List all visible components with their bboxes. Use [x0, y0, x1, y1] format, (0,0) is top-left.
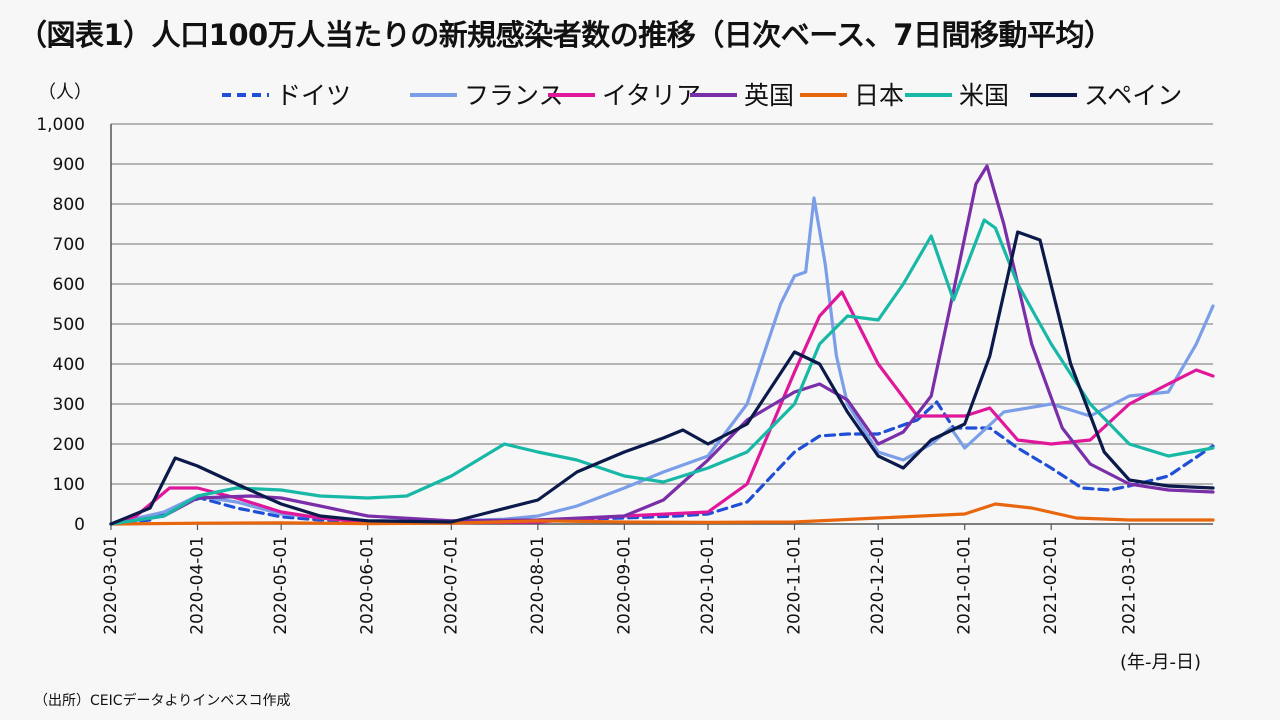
x-tick-label: 2021-01-01 [955, 536, 975, 635]
x-tick-label: 2020-11-01 [785, 536, 805, 635]
legend-label: 英国 [744, 81, 794, 110]
y-tick-label: 400 [53, 355, 85, 375]
y-tick-label: 900 [53, 155, 85, 175]
series-line-フランス [109, 196, 1215, 526]
legend-label: ドイツ [276, 81, 351, 110]
y-tick-label: 100 [53, 475, 85, 495]
series-line-ドイツ [109, 400, 1215, 526]
x-tick-label: 2020-09-01 [614, 536, 634, 635]
y-tick-label: 800 [53, 195, 85, 215]
x-tick-label: 2020-12-01 [868, 536, 888, 635]
x-tick-label: 2020-04-01 [187, 536, 207, 635]
x-tick-label: 2020-05-01 [271, 536, 291, 635]
x-tick-label: 2020-06-01 [358, 536, 378, 635]
x-tick-label: 2020-08-01 [528, 536, 548, 635]
x-tick-label: 2020-10-01 [698, 536, 718, 635]
x-tick-label: 2020-07-01 [441, 536, 461, 635]
x-tick-label: 2020-03-01 [101, 536, 121, 635]
y-tick-label: 700 [53, 235, 85, 255]
legend-label: スペイン [1084, 81, 1182, 110]
series-line-日本 [109, 502, 1215, 526]
source-note: （出所）CEICデータよりインベスコ作成 [34, 693, 291, 709]
x-axis-unit-label: (年-月-日) [1120, 652, 1202, 673]
y-tick-label: 300 [53, 395, 85, 415]
legend-label: 米国 [959, 81, 1009, 110]
y-tick-label: 1,000 [36, 115, 85, 135]
y-tick-label: 0 [74, 515, 85, 535]
y-tick-label: 200 [53, 435, 85, 455]
series-line-米国 [109, 218, 1215, 526]
y-axis-unit-label: （人） [38, 82, 92, 103]
legend-label: イタリア [602, 81, 701, 110]
series-line-英国 [109, 164, 1215, 526]
legend-label: フランス [464, 81, 564, 110]
series-line-イタリア [109, 290, 1215, 526]
x-tick-label: 2021-02-01 [1041, 536, 1061, 635]
y-tick-label: 600 [53, 275, 85, 295]
legend-label: 日本 [854, 81, 904, 110]
series-line-スペイン [109, 230, 1215, 526]
y-tick-label: 500 [53, 315, 85, 335]
x-tick-label: 2021-03-01 [1119, 536, 1139, 635]
chart-title: （図表1）人口100万人当たりの新規感染者数の推移（日次ベース、7日間移動平均） [18, 18, 1113, 52]
